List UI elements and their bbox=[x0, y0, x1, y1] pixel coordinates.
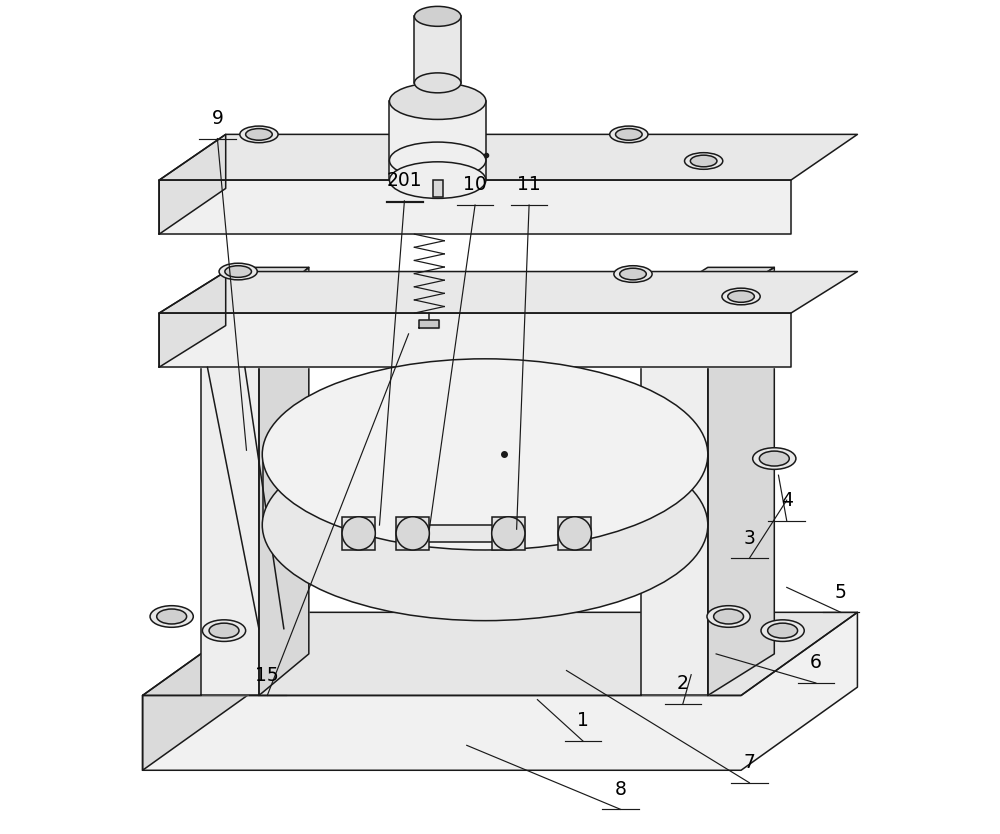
Polygon shape bbox=[641, 268, 774, 309]
Text: 1: 1 bbox=[577, 711, 589, 731]
Polygon shape bbox=[201, 268, 309, 309]
Text: 3: 3 bbox=[743, 529, 755, 547]
Ellipse shape bbox=[240, 126, 278, 143]
Text: 201: 201 bbox=[387, 171, 422, 190]
Ellipse shape bbox=[759, 451, 789, 466]
Polygon shape bbox=[259, 268, 309, 696]
Ellipse shape bbox=[262, 359, 708, 550]
Polygon shape bbox=[159, 180, 791, 234]
FancyBboxPatch shape bbox=[413, 525, 508, 542]
FancyBboxPatch shape bbox=[414, 17, 461, 83]
Ellipse shape bbox=[753, 448, 796, 470]
Ellipse shape bbox=[722, 289, 760, 304]
Ellipse shape bbox=[690, 155, 717, 167]
Ellipse shape bbox=[728, 291, 754, 302]
Polygon shape bbox=[641, 309, 708, 696]
FancyBboxPatch shape bbox=[492, 517, 525, 550]
Ellipse shape bbox=[614, 266, 652, 283]
Ellipse shape bbox=[396, 517, 429, 550]
FancyBboxPatch shape bbox=[396, 517, 429, 550]
Ellipse shape bbox=[558, 517, 591, 550]
Ellipse shape bbox=[225, 266, 251, 278]
Ellipse shape bbox=[246, 128, 272, 140]
Ellipse shape bbox=[610, 126, 648, 143]
Polygon shape bbox=[708, 268, 774, 696]
Ellipse shape bbox=[389, 83, 486, 119]
Polygon shape bbox=[143, 612, 857, 696]
Ellipse shape bbox=[714, 609, 744, 624]
Polygon shape bbox=[143, 612, 857, 771]
Text: 11: 11 bbox=[517, 175, 541, 194]
Text: 6: 6 bbox=[810, 653, 822, 672]
Ellipse shape bbox=[389, 162, 486, 198]
Text: 10: 10 bbox=[463, 175, 487, 194]
Polygon shape bbox=[159, 272, 226, 367]
FancyBboxPatch shape bbox=[342, 517, 375, 550]
Text: 5: 5 bbox=[835, 582, 847, 601]
Ellipse shape bbox=[414, 7, 461, 27]
Polygon shape bbox=[159, 313, 791, 367]
Ellipse shape bbox=[685, 153, 723, 169]
Polygon shape bbox=[143, 612, 259, 771]
Polygon shape bbox=[159, 134, 857, 180]
Polygon shape bbox=[159, 134, 226, 234]
Text: 2: 2 bbox=[677, 674, 689, 693]
FancyBboxPatch shape bbox=[558, 517, 591, 550]
Ellipse shape bbox=[219, 264, 257, 280]
Ellipse shape bbox=[616, 128, 642, 140]
Polygon shape bbox=[201, 309, 259, 696]
Ellipse shape bbox=[262, 430, 708, 620]
Ellipse shape bbox=[414, 73, 461, 93]
FancyBboxPatch shape bbox=[389, 101, 486, 180]
Text: 4: 4 bbox=[781, 491, 793, 510]
FancyBboxPatch shape bbox=[433, 180, 443, 197]
Ellipse shape bbox=[492, 517, 525, 550]
Polygon shape bbox=[419, 319, 439, 328]
Text: 9: 9 bbox=[211, 108, 223, 128]
Ellipse shape bbox=[620, 269, 646, 280]
Ellipse shape bbox=[768, 623, 798, 638]
Text: 15: 15 bbox=[255, 666, 279, 685]
Ellipse shape bbox=[150, 605, 193, 627]
Ellipse shape bbox=[761, 620, 804, 641]
Text: 8: 8 bbox=[615, 780, 626, 798]
Ellipse shape bbox=[209, 623, 239, 638]
Polygon shape bbox=[159, 272, 857, 313]
Text: 7: 7 bbox=[743, 753, 755, 772]
Ellipse shape bbox=[389, 142, 486, 178]
Ellipse shape bbox=[202, 620, 246, 641]
Ellipse shape bbox=[157, 609, 187, 624]
Ellipse shape bbox=[342, 517, 375, 550]
Ellipse shape bbox=[707, 605, 750, 627]
